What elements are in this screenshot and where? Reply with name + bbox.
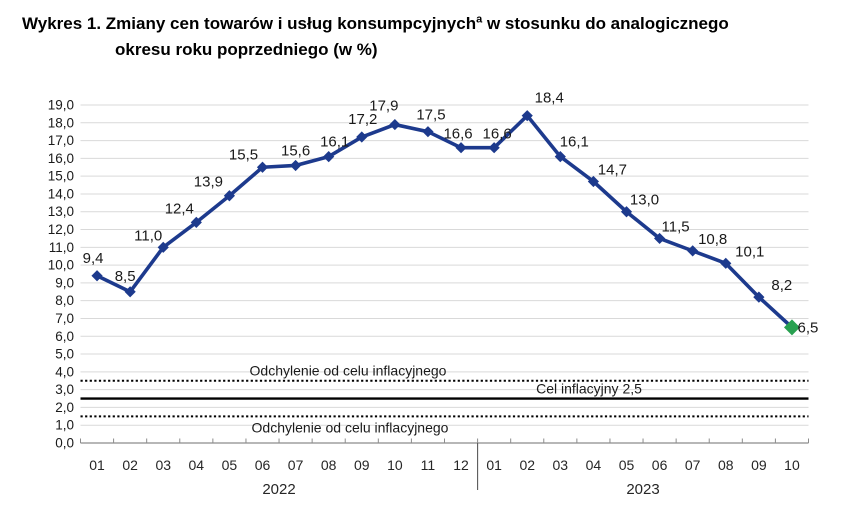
data-point-marker: [720, 257, 732, 269]
x-axis-month-label: 04: [189, 457, 205, 473]
x-axis-month-label: 04: [586, 457, 602, 473]
data-point-label: 8,2: [771, 277, 792, 294]
cpi-series-line: [95, 113, 794, 330]
y-axis-tick-label: 3,0: [55, 382, 74, 397]
x-axis-month-label: 01: [486, 457, 502, 473]
data-point-marker: [289, 159, 302, 172]
data-point-marker: [356, 131, 368, 143]
data-point-label: 11,5: [662, 218, 690, 235]
y-axis-tick-label: 9,0: [55, 275, 74, 290]
reference-line-label: Cel inflacyjny 2,5: [536, 381, 642, 397]
data-point-marker: [124, 286, 136, 298]
data-point-label: 17,2: [348, 111, 377, 128]
x-axis-month-label: 02: [122, 457, 138, 473]
data-point-marker: [521, 110, 533, 122]
x-axis-month-label: 12: [453, 457, 469, 473]
x-axis-month-label: 07: [288, 457, 304, 473]
x-axis-year-label: 2023: [626, 481, 659, 498]
data-point-label: 13,9: [194, 174, 223, 191]
x-axis-year-label: 2022: [262, 481, 295, 498]
chart-title: Wykres 1. Zmiany cen towarów i usług kon…: [22, 11, 852, 63]
y-axis-tick-label: 18,0: [48, 115, 74, 130]
data-point-label: 15,6: [281, 142, 310, 159]
x-axis-month-label: 03: [155, 457, 171, 473]
data-point-label: 16,1: [560, 134, 589, 151]
y-axis-tick-label: 4,0: [55, 364, 74, 379]
y-axis-tick-label: 1,0: [55, 418, 74, 433]
y-axis-tick-label: 2,0: [55, 400, 74, 415]
data-point-marker: [256, 161, 269, 173]
x-axis-month-label: 11: [421, 457, 436, 473]
y-axis-tick-label: 16,0: [48, 151, 74, 166]
y-axis-tick-label: 12,0: [48, 222, 74, 237]
reference-line-label: Odchylenie od celu inflacyjnego: [252, 419, 449, 435]
data-point-marker: [223, 190, 236, 202]
data-point-label: 17,9: [369, 98, 398, 115]
x-axis-month-label: 06: [652, 457, 668, 473]
x-axis-month-label: 09: [354, 457, 370, 473]
x-axis-month-label: 05: [619, 457, 635, 473]
y-axis-tick-label: 8,0: [55, 293, 74, 308]
y-axis-tick-label: 5,0: [55, 347, 74, 362]
data-point-label: 10,8: [698, 231, 727, 248]
data-point-marker: [422, 126, 434, 138]
x-axis-month-label: 02: [519, 457, 535, 473]
data-point-label: 15,5: [229, 146, 258, 163]
x-axis-month-label: 09: [751, 457, 767, 473]
data-point-label: 14,7: [598, 161, 627, 178]
data-point-marker: [620, 206, 633, 218]
y-axis-tick-label: 7,0: [55, 311, 74, 326]
x-axis-month-label: 03: [553, 457, 569, 473]
data-point-marker: [554, 150, 566, 163]
data-point-label: 11,0: [134, 227, 162, 244]
y-axis-tick-label: 19,0: [48, 98, 74, 113]
data-point-marker: [323, 150, 335, 163]
data-point-marker: [653, 232, 666, 245]
data-point-marker: [455, 142, 467, 154]
data-point-label: 12,4: [165, 200, 194, 217]
y-axis-tick-label: 11,0: [49, 240, 74, 255]
data-point-label: 13,0: [630, 192, 659, 209]
y-axis-tick-label: 15,0: [48, 169, 74, 184]
x-axis-month-label: 10: [387, 457, 403, 473]
x-axis-month-label: 08: [718, 457, 734, 473]
data-point-marker-latest: [783, 319, 800, 336]
data-point-label: 9,4: [83, 250, 104, 267]
data-point-marker: [91, 270, 103, 282]
data-point-marker: [389, 118, 401, 131]
data-point-marker: [687, 245, 699, 257]
x-axis-month-label: 08: [321, 457, 337, 473]
y-axis-tick-label: 6,0: [55, 329, 74, 344]
x-axis-month-label: 10: [784, 457, 800, 473]
x-axis-month-label: 06: [255, 457, 271, 473]
y-axis-tick-label: 10,0: [48, 258, 74, 273]
data-point-label: 17,5: [416, 107, 445, 124]
data-point-marker: [488, 142, 500, 154]
data-point-label: 16,1: [320, 134, 349, 151]
data-point-label: 8,5: [115, 268, 136, 285]
data-point-label: 10,1: [735, 243, 764, 260]
chart-title-line1: Wykres 1. Zmiany cen towarów i usług kon…: [22, 13, 729, 33]
data-point-label: 16,6: [483, 126, 512, 143]
data-point-marker: [753, 291, 765, 303]
data-point-label: 16,6: [443, 126, 472, 143]
data-point-marker: [157, 241, 169, 253]
data-point-marker: [587, 175, 600, 188]
data-point-label: 18,4: [535, 90, 564, 107]
data-point-marker: [190, 216, 202, 229]
y-axis-tick-label: 17,0: [48, 133, 74, 148]
y-axis-tick-label: 14,0: [48, 186, 74, 201]
title-footnote-marker: a: [476, 13, 483, 26]
y-axis-tick-label: 0,0: [55, 436, 74, 451]
reference-line-label: Odchylenie od celu inflacyjnego: [250, 363, 447, 379]
data-point-label: 6,5: [798, 319, 819, 336]
x-axis-month-label: 05: [222, 457, 238, 473]
x-axis-month-label: 07: [685, 457, 701, 473]
y-axis-tick-label: 13,0: [48, 204, 74, 219]
chart-title-line2: okresu roku poprzedniego (w %): [115, 40, 378, 59]
x-axis-month-label: 01: [89, 457, 105, 473]
